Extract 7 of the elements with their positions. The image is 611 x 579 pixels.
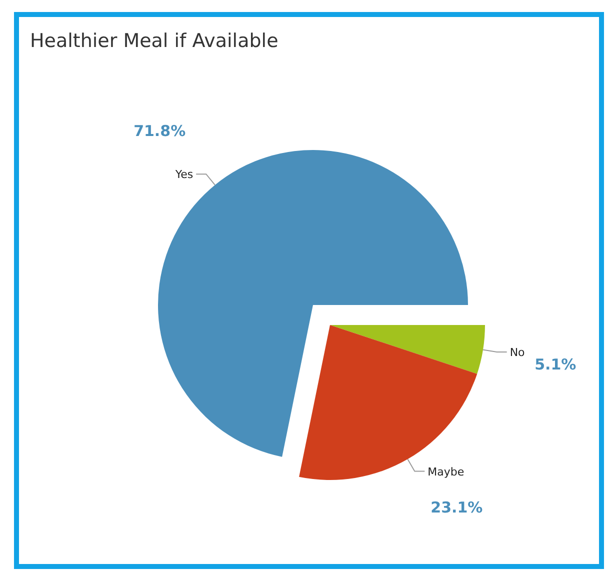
data-label: 5.1% [534,355,576,374]
data-label: 23.1% [430,498,483,517]
slice-label: No [510,346,526,359]
data-label: 71.8% [134,122,186,140]
slice-label: Yes [174,168,194,182]
slice-label: Maybe [428,465,464,478]
chart-title: Healthier Meal if Available [30,30,278,52]
